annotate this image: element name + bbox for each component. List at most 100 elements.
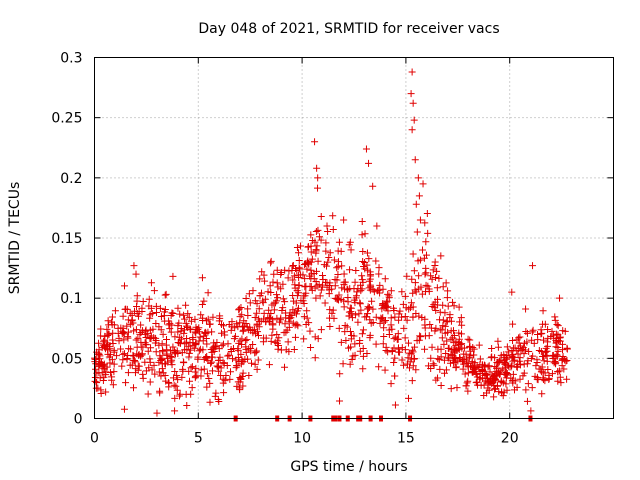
data-point [347,246,355,254]
data-point [108,321,116,329]
data-point [120,282,128,290]
data-point [537,326,545,334]
data-point [120,336,128,344]
data-point [406,358,414,366]
data-point [293,244,301,252]
data-point [119,312,127,320]
data-point [528,328,536,336]
data-point [267,259,275,267]
data-point [120,405,128,413]
data-point [520,350,528,358]
data-point [285,267,293,275]
data-point [239,382,247,390]
data-point [358,218,366,226]
data-point [375,264,383,272]
data-point [236,319,244,327]
data-point [344,298,352,306]
data-point [502,369,510,377]
data-point [139,374,147,382]
data-point [329,306,337,314]
data-point [311,138,319,146]
data-point [353,288,361,296]
data-point [538,390,546,398]
data-point [524,380,532,388]
data-point [158,365,166,373]
data-point [108,356,116,364]
data-point [421,219,429,227]
data-point [325,314,333,322]
data-point [559,346,567,354]
data-point [277,346,285,354]
data-point [508,352,516,360]
data-point [171,407,179,415]
data-point [251,326,259,334]
data-point [313,164,321,172]
data-point [528,384,536,392]
data-point [229,344,237,352]
data-point [328,285,336,293]
data-point [335,291,343,299]
data-point [130,384,138,392]
data-point [95,369,103,377]
data-point [98,360,106,368]
data-point [307,231,315,239]
data-point [533,358,541,366]
data-point [307,275,315,283]
data-point [421,270,429,278]
data-point [171,350,179,358]
data-point [384,348,392,356]
y-axis-label: SRMTID / TECUs [7,182,23,295]
data-point [549,331,557,339]
data-point [314,184,322,192]
data-point [281,266,289,274]
data-point [267,257,275,265]
data-point [365,304,373,312]
data-point [291,333,299,341]
data-point [256,292,264,300]
data-point [476,375,484,383]
data-point [498,388,506,396]
data-point [366,334,374,342]
data-point [335,238,343,246]
data-point [303,307,311,315]
data-point [155,323,163,331]
data-point [266,282,274,290]
data-point [410,267,418,275]
data-point [409,313,417,321]
data-point [132,270,140,278]
data-point [197,366,205,374]
data-point [403,272,411,280]
data-point [185,349,193,357]
data-point [251,313,259,321]
data-point [442,279,450,287]
data-point [273,330,281,338]
data-point [206,320,214,328]
data-point [387,314,395,322]
data-point [242,294,250,302]
data-point [415,192,423,200]
data-point [312,227,320,235]
data-point [456,355,464,363]
data-point [295,271,303,279]
data-point [383,297,391,305]
data-point [414,174,422,182]
data-point [334,270,342,278]
data-point [346,238,354,246]
data-point [450,302,458,310]
data-point [102,371,110,379]
data-point [185,342,193,350]
data-point [139,370,147,378]
data-point [240,326,248,334]
data-point [365,255,373,263]
data-point [381,275,389,283]
data-point [229,355,237,363]
data-point [220,389,228,397]
data-point [470,351,478,359]
data-point [305,319,313,327]
data-point [292,310,300,318]
data-point [507,363,515,371]
data-point [108,313,116,321]
data-point [236,313,244,321]
data-point [563,356,571,364]
